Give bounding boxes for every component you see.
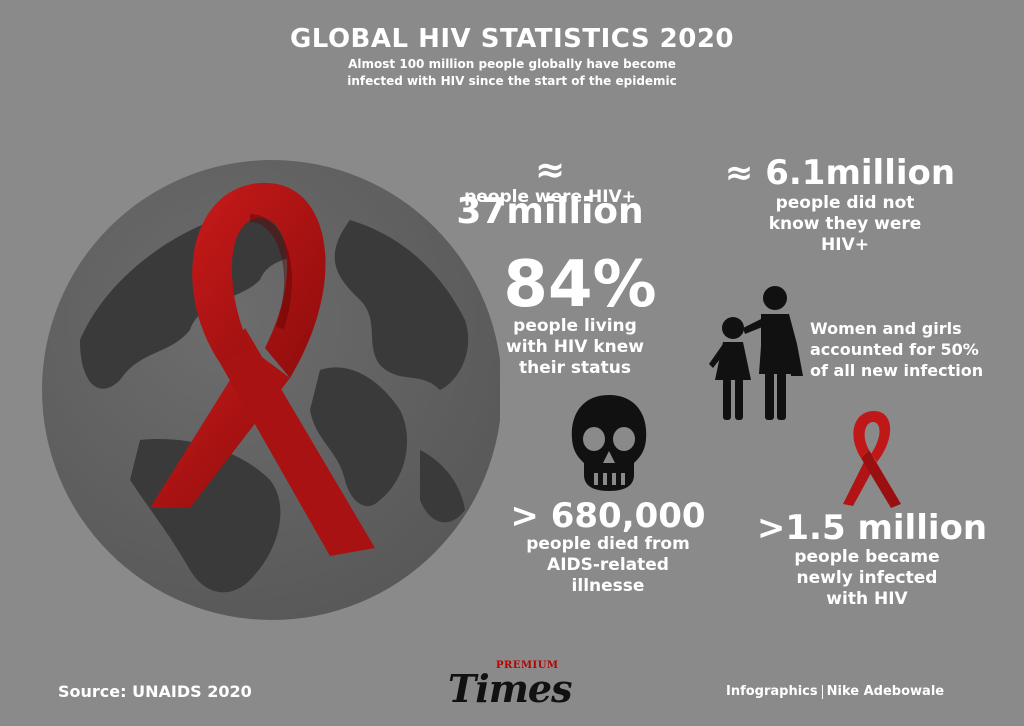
new-infections-label-line: with HIV [826, 589, 908, 609]
page-subtitle: Almost 100 million people globally have … [0, 56, 1024, 90]
unaware-label-line: people did not [775, 193, 915, 213]
premium-times-logo: PREMIUM Times [448, 660, 596, 712]
deaths-label-line: people died from [526, 534, 690, 554]
new-infections-label-line: people became [794, 547, 940, 567]
new-infections-label: people became newly infected with HIV [762, 547, 972, 610]
women-infection-label: Women and girls accounted for 50% of all… [810, 318, 1000, 381]
unaware-label-line: HIV+ [821, 235, 869, 255]
logo-times-text: Times [448, 666, 572, 711]
knew-status-label-line: their status [519, 358, 631, 378]
knew-status-label-line: people living [513, 316, 637, 336]
unaware-label-line: know they were [768, 214, 922, 234]
infographic-credit: Infographics Nike Adebowale [726, 684, 944, 699]
new-infections-label-line: newly infected [796, 568, 938, 588]
knew-status-label-line: with HIV knew [506, 337, 644, 357]
knew-status-label: people living with HIV knew their status [490, 316, 660, 379]
subtitle-line-2: infected with HIV since the start of the… [347, 74, 677, 88]
new-infections-value: >1.5 million [756, 508, 988, 548]
deaths-value: > 680,000 [510, 496, 706, 536]
deaths-label-line: illnesse [571, 576, 645, 596]
hiv-positive-value: ≈ 37million [456, 150, 644, 232]
women-label-line: of all new infection [810, 361, 984, 380]
source-note: Source: UNAIDS 2020 [58, 682, 252, 701]
logo-premium-text: PREMIUM [496, 660, 559, 671]
skull-icon [571, 395, 647, 491]
women-label-line: Women and girls [810, 319, 962, 338]
credit-divider [821, 684, 823, 699]
red-ribbon-icon [150, 182, 375, 556]
credit-author: Nike Adebowale [826, 684, 945, 699]
deaths-label: people died from AIDS-related illnesse [508, 534, 708, 597]
deaths-label-line: AIDS-related [547, 555, 669, 575]
hiv-positive-label: people were HIV+ [464, 187, 636, 207]
women-label-line: accounted for 50% [810, 340, 979, 359]
unaware-label: people did not know they were HIV+ [740, 193, 950, 256]
page-title: GLOBAL HIV STATISTICS 2020 [289, 24, 735, 54]
subtitle-line-1: Almost 100 million people globally have … [348, 57, 676, 71]
mother-daughter-icon [709, 286, 803, 420]
knew-status-value: 84% [503, 248, 657, 322]
unaware-value: ≈ 6.1million [724, 153, 956, 193]
credit-label: Infographics [726, 684, 818, 699]
small-red-ribbon-icon [843, 410, 901, 508]
